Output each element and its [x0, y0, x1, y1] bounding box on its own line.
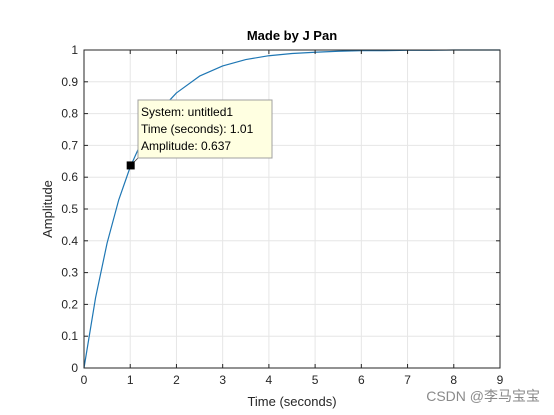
- datatip-line: Time (seconds): 1.01: [141, 122, 254, 136]
- y-tick-label: 0.4: [61, 234, 78, 248]
- y-tick-label: 0.6: [61, 170, 78, 184]
- datatip-marker[interactable]: [126, 161, 135, 170]
- y-tick-label: 0.1: [61, 329, 78, 343]
- x-tick-label: 5: [312, 373, 319, 387]
- y-tick-label: 0: [71, 361, 78, 375]
- y-tick-label: 0.5: [61, 202, 78, 216]
- x-axis-label: Time (seconds): [247, 394, 336, 409]
- x-tick-label: 7: [404, 373, 411, 387]
- watermark: CSDN @李马宝宝: [426, 388, 540, 404]
- y-tick-label: 0.2: [61, 297, 78, 311]
- x-tick-label: 2: [173, 373, 180, 387]
- x-tick-label: 6: [358, 373, 365, 387]
- x-tick-label: 3: [219, 373, 226, 387]
- y-tick-label: 0.8: [61, 107, 78, 121]
- x-tick-label: 8: [450, 373, 457, 387]
- datatip-box[interactable]: [137, 99, 273, 159]
- y-tick-label: 0.9: [61, 75, 78, 89]
- y-tick-label: 1: [71, 43, 78, 57]
- y-axis-label: Amplitude: [40, 180, 55, 238]
- datatip-line: System: untitled1: [141, 105, 233, 119]
- chart-title: Made by J Pan: [247, 28, 337, 43]
- x-tick-label: 0: [81, 373, 88, 387]
- y-tick-label: 0.7: [61, 138, 78, 152]
- x-tick-label: 4: [266, 373, 273, 387]
- y-tick-label: 0.3: [61, 266, 78, 280]
- datatip-line: Amplitude: 0.637: [141, 139, 231, 153]
- x-tick-label: 9: [497, 373, 504, 387]
- x-tick-label: 1: [127, 373, 134, 387]
- ticks: 0 1 2 3 4 5 6 7 8 9 0 0.1 0.2 0.3 0.4 0.5 0.6 0.7 0.8 0.9 1: [61, 43, 503, 387]
- datatip[interactable]: System: untitled1 Time (seconds): 1.01 Amp…: [126, 99, 273, 170]
